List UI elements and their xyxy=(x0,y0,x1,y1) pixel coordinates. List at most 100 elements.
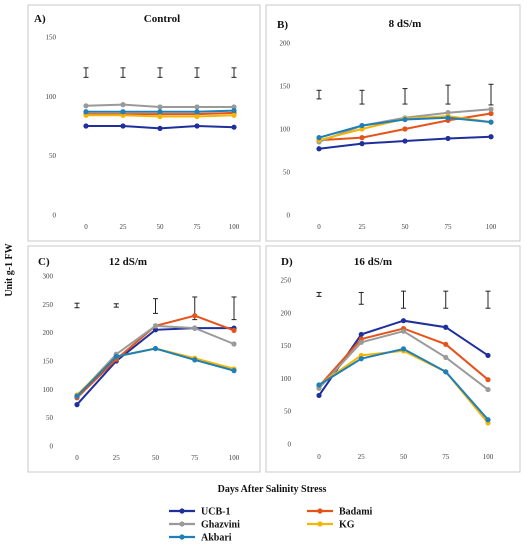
legend-marker-badami xyxy=(317,508,323,514)
legend-marker-ucb-1 xyxy=(179,508,185,514)
panel-a-series-akbari-point xyxy=(194,109,200,115)
panel-c-series-akbari-point xyxy=(192,357,198,363)
panel-b-series-badami-point xyxy=(359,135,365,141)
panel-c-series-ghazvini-point xyxy=(152,323,159,329)
panel-a-series-kg-point xyxy=(157,113,163,120)
panel-d-series-akbari-point xyxy=(316,382,322,388)
panel-b-error-bar xyxy=(316,89,322,100)
panel-b-ytick-label: 0 xyxy=(287,212,291,220)
panel-d-xtick-label: 50 xyxy=(400,453,408,461)
panel-d-ytick-label: 100 xyxy=(281,375,292,383)
panel-d-series-ghazvini-point xyxy=(443,354,449,361)
legend-item-ghazvini: Ghazvini xyxy=(169,520,240,531)
panel-d-ytick-label: 200 xyxy=(281,309,292,317)
panel-b-series-ucb-1-point xyxy=(316,146,322,152)
panel-c-ytick-label: 50 xyxy=(46,414,54,422)
panel-b-error-bar xyxy=(445,84,451,105)
panel-c-series-akbari-point xyxy=(152,345,159,352)
panel-a-error-bar xyxy=(120,67,126,78)
panel-c: C) 12 dS/m 0 50 100 150 200 250 300 0 25 50 75 100 xyxy=(27,245,261,473)
panel-b-ytick-label: 50 xyxy=(283,169,291,177)
panel-c-xtick-label: 25 xyxy=(113,454,121,462)
panel-c-frame xyxy=(27,245,261,473)
panel-c-letter: C) xyxy=(38,256,50,268)
panel-b-series-ghazvini-point xyxy=(488,106,494,112)
panel-a-xtick-label: 75 xyxy=(194,223,202,231)
panel-b-frame xyxy=(265,4,521,242)
panel-a-xtick-label: 50 xyxy=(157,223,165,231)
panel-c-ytick-label: 150 xyxy=(43,358,54,366)
panel-c-ytick-label: 250 xyxy=(43,301,54,309)
panel-a-series-ucb-1-point xyxy=(231,124,237,130)
panel-c-error-bar xyxy=(231,296,237,321)
legend-label-ghazvini: Ghazvini xyxy=(201,520,240,531)
panel-d-error-bar xyxy=(485,290,491,309)
panel-a-series-kg-point xyxy=(231,112,237,118)
panel-d-error-bar xyxy=(316,291,322,297)
panel-b-ytick-label: 150 xyxy=(280,83,291,91)
panel-c-xtick-label: 0 xyxy=(75,454,79,462)
panel-a-series-ghazvini-point xyxy=(194,104,200,110)
panel-b-series-akbari-point xyxy=(316,135,322,141)
panel-b-ytick-label: 200 xyxy=(280,40,291,48)
panel-d-series-ghazvini-point xyxy=(485,386,491,393)
panel-b-series-ucb-1-point xyxy=(488,134,494,140)
panel-c-xtick-label: 100 xyxy=(229,454,240,462)
panel-d-series-ucb-1-point xyxy=(316,392,322,399)
panel-d-series-badami-point xyxy=(443,341,449,347)
panel-b-error-bar xyxy=(402,88,408,105)
legend-item-badami: Badami xyxy=(307,507,373,518)
panel-c-series-akbari-point xyxy=(74,393,80,399)
panel-d-ytick-label: 250 xyxy=(281,277,292,285)
panel-d-series-ucb-1-point xyxy=(358,331,364,338)
panel-d-series-ghazvini-point xyxy=(358,339,364,345)
panel-a-series-ghazvini-point xyxy=(231,104,237,110)
panel-c-plot: 0 50 100 150 200 250 300 0 25 50 75 100 xyxy=(43,273,240,463)
panel-c-xtick-label: 50 xyxy=(152,454,160,462)
panel-c-xtick-label: 75 xyxy=(191,454,199,462)
panel-d-error-bar xyxy=(358,291,364,305)
panel-d-series-akbari-point xyxy=(358,356,364,362)
legend-marker-akbari xyxy=(179,534,185,540)
panel-b-series-akbari-point xyxy=(488,119,494,125)
panel-c-series-ghazvini-point xyxy=(231,341,237,347)
panel-b-xtick-label: 100 xyxy=(486,223,497,231)
legend-marker-ghazvini xyxy=(179,521,185,527)
panel-a-series-kg-point xyxy=(83,112,89,118)
panel-a-series-kg-point xyxy=(194,113,200,120)
panel-a-series-ucb-1-point xyxy=(157,125,163,131)
panel-b-plot: 0 50 100 150 200 0 25 50 75 100 xyxy=(280,40,497,232)
panel-c-series-ucb-1-point xyxy=(152,327,159,333)
panel-b-error-bar xyxy=(359,89,365,105)
panel-a-title: Control xyxy=(144,13,180,25)
panel-a-ytick-label: 0 xyxy=(53,212,57,220)
panel-a-series-ucb-1-point xyxy=(83,123,89,129)
panel-c-error-bar xyxy=(153,298,158,314)
panel-d-series-ucb-1-point xyxy=(400,318,407,324)
panel-c-error-bar xyxy=(74,302,80,309)
x-axis-label: Days After Salinity Stress xyxy=(218,484,327,495)
panel-b-xtick-label: 0 xyxy=(317,223,321,231)
panel-b-xtick-label: 50 xyxy=(402,223,410,231)
panel-a-error-bar xyxy=(157,67,163,78)
panel-d-series-ghazvini-point xyxy=(400,328,407,334)
panel-b-series-badami-point xyxy=(402,126,408,132)
panel-c-title: 12 dS/m xyxy=(109,256,147,268)
panel-b-series-ucb-1-point xyxy=(359,141,365,147)
panel-d-frame xyxy=(265,245,521,473)
panel-d-ytick-label: 150 xyxy=(281,342,292,350)
panel-c-series-ucb-1-point xyxy=(74,402,80,408)
panel-a-error-bar xyxy=(194,67,200,78)
panel-a-series-akbari-point xyxy=(120,109,126,115)
panel-d-xtick-label: 25 xyxy=(358,453,366,461)
panel-a-series-ucb-1-point xyxy=(120,123,126,129)
legend: UCB-1 Badami Ghazvini KG Akbari xyxy=(169,507,373,544)
panel-a: A) Control 0 50 100 150 0 25 50 75 100 xyxy=(27,4,261,242)
panel-d: D) 16 dS/m 0 50 100 150 200 250 0 25 50 75 100 xyxy=(265,245,521,473)
panel-a-ytick-label: 150 xyxy=(46,34,57,42)
panel-c-ytick-label: 100 xyxy=(43,386,54,394)
panel-a-series-akbari-point xyxy=(157,109,163,115)
panel-a-plot: 0 50 100 150 0 25 50 75 100 xyxy=(46,34,240,232)
panel-a-series-kg-point xyxy=(120,112,126,118)
